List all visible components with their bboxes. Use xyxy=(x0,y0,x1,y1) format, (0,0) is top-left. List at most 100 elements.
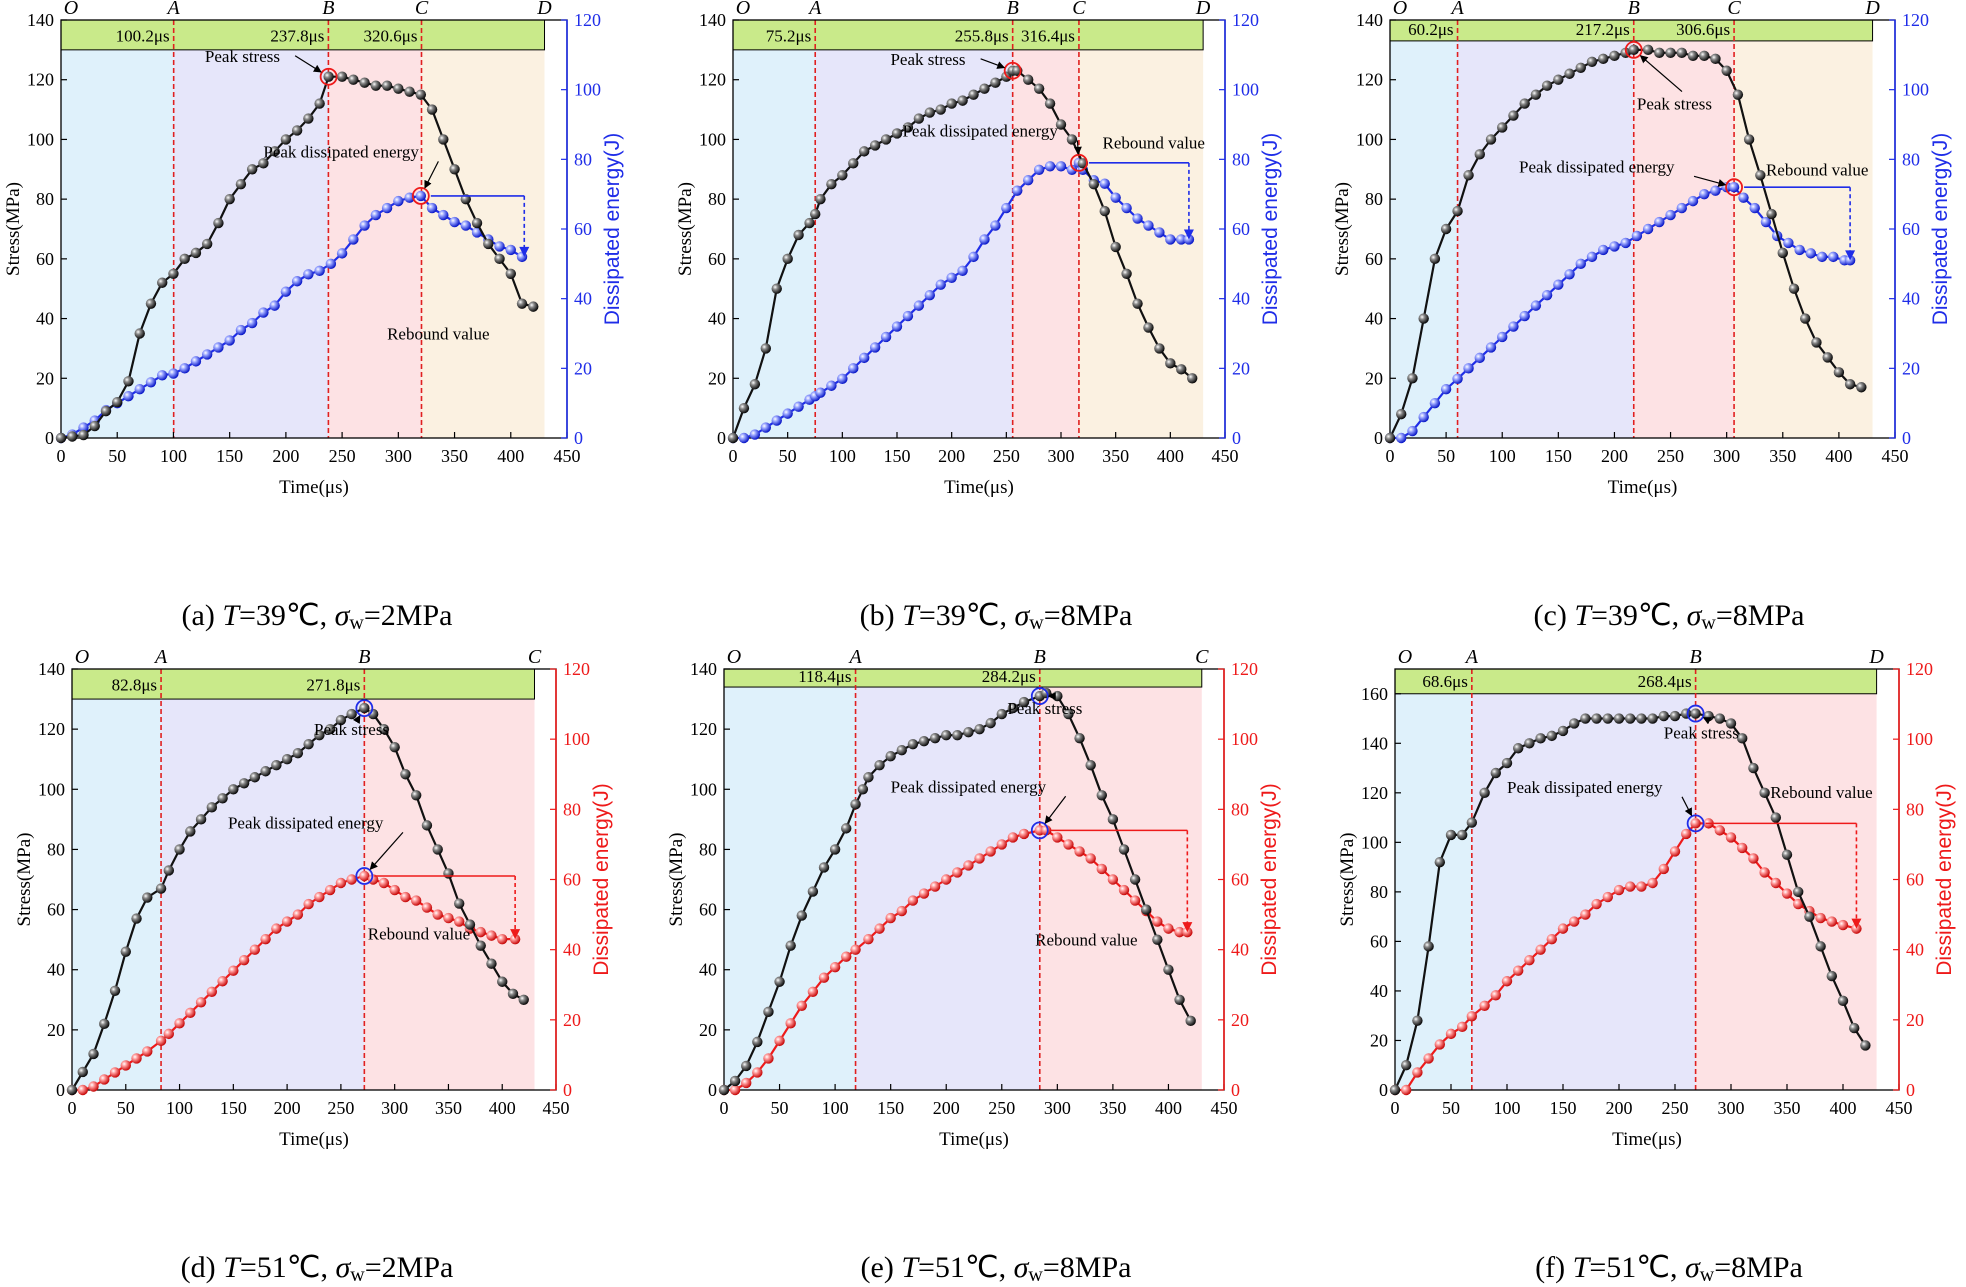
stress-series-point xyxy=(892,128,902,138)
stress-series-point xyxy=(337,72,347,82)
chart-caption: (d) T=51℃, σw=2MPa xyxy=(181,1250,454,1287)
x-axis-label: Time(μs) xyxy=(279,477,349,498)
dissipated-energy-series-point xyxy=(1063,839,1073,849)
y2-tick-label: 80 xyxy=(1232,149,1250,169)
phase-letter-B: B xyxy=(358,646,370,668)
stress-series-point xyxy=(1446,830,1456,840)
stress-series-point xyxy=(78,430,88,440)
stress-series-point xyxy=(1580,713,1590,723)
y2-tick-label: 40 xyxy=(1906,940,1924,960)
y-tick-label: 20 xyxy=(708,368,726,388)
stress-series-point xyxy=(874,760,884,770)
dissipated-energy-series-point xyxy=(952,867,962,877)
phase-time-label: 306.6μs xyxy=(1676,20,1730,39)
caption-stress-value: =2MPa xyxy=(364,599,453,632)
caption-t-symbol: T xyxy=(222,599,239,632)
phase-letter-A: A xyxy=(807,0,822,19)
stress-series-point xyxy=(110,986,120,996)
dissipated-energy-series-point xyxy=(957,266,967,276)
y2-tick-label: 40 xyxy=(574,289,592,309)
dissipated-energy-series-point xyxy=(400,892,410,902)
dissipated-energy-series-point xyxy=(997,839,1007,849)
dissipated-energy-series-point xyxy=(99,1074,109,1084)
stress-series-point xyxy=(432,844,442,854)
stress-series-point xyxy=(359,703,369,713)
dissipated-energy-series-point xyxy=(506,245,516,255)
dissipated-energy-series-point xyxy=(741,1078,751,1088)
stress-series-point xyxy=(483,239,493,249)
phase-time-label: 100.2μs xyxy=(116,26,170,45)
dissipated-energy-series-point xyxy=(1794,245,1804,255)
dissipated-energy-series-point xyxy=(1750,203,1760,213)
dissipated-energy-series-point xyxy=(461,220,471,230)
dissipated-energy-series-point xyxy=(863,934,873,944)
dissipated-energy-series-point xyxy=(752,1067,762,1077)
y-axis-label: Stress(MPa) xyxy=(3,182,24,276)
stress-series-point xyxy=(863,772,873,782)
dissipated-energy-series-point xyxy=(1052,832,1062,842)
stress-series-point xyxy=(1547,731,1557,741)
dissipated-energy-series-point xyxy=(1023,175,1033,185)
dissipated-energy-series-point xyxy=(88,1081,98,1091)
stress-series-point xyxy=(1074,733,1084,743)
caption-sigma-sub: w xyxy=(1700,1264,1714,1286)
stress-series-point xyxy=(1856,382,1866,392)
dissipated-energy-series-point xyxy=(1587,252,1597,262)
dissipated-energy-series-point xyxy=(1452,374,1462,384)
dissipated-energy-series-point xyxy=(1603,892,1613,902)
stress-series-point xyxy=(1800,313,1810,323)
y2-tick-label: 40 xyxy=(1231,940,1249,960)
phase-region xyxy=(1390,41,1458,438)
stress-series-point xyxy=(371,80,381,90)
peak-stress-annotation: Peak stress xyxy=(1007,699,1082,718)
x-tick-label: 400 xyxy=(1155,1098,1182,1118)
dissipated-energy-series-point xyxy=(1690,818,1700,828)
phase-letter-A: A xyxy=(153,646,168,668)
dissipated-energy-series-point xyxy=(739,433,749,443)
dissipated-energy-series-point xyxy=(78,1085,88,1095)
stress-series-point xyxy=(990,78,1000,88)
y-tick-label: 140 xyxy=(1356,10,1383,30)
dissipated-energy-series-point xyxy=(282,916,292,926)
dissipated-energy-series-point xyxy=(1817,252,1827,262)
stress-series-point xyxy=(1185,1016,1195,1026)
stress-series-point xyxy=(517,298,527,308)
x-tick-label: 450 xyxy=(1882,446,1909,466)
x-tick-label: 400 xyxy=(497,446,524,466)
dissipated-energy-series-point xyxy=(196,997,206,1007)
caption-sigma-sub: w xyxy=(349,612,363,634)
dissipated-energy-series-point xyxy=(1806,248,1816,258)
peak-stress-annotation: Peak stress xyxy=(1664,723,1739,742)
y2-tick-label: 0 xyxy=(574,428,583,448)
stress-series-point xyxy=(179,254,189,264)
phase-time-label: 237.8μs xyxy=(270,26,324,45)
stress-series-point xyxy=(1744,134,1754,144)
y-tick-label: 100 xyxy=(38,779,65,799)
y2-tick-label: 20 xyxy=(1902,358,1920,378)
phase-time-label: 118.4μs xyxy=(798,667,851,686)
phase-letter-A: A xyxy=(166,0,181,19)
stress-series-point xyxy=(1576,63,1586,73)
stress-series-point xyxy=(1654,48,1664,58)
y2-tick-label: 0 xyxy=(563,1080,572,1100)
stress-series-point xyxy=(494,254,504,264)
dissipated-energy-series-point xyxy=(1681,829,1691,839)
dissipated-energy-series-point xyxy=(1519,311,1529,321)
dissipated-energy-series-point xyxy=(782,408,792,418)
y-tick-label: 60 xyxy=(699,900,717,920)
y2-tick-label: 0 xyxy=(1231,1080,1240,1100)
y-tick-label: 40 xyxy=(708,309,726,329)
y-tick-label: 140 xyxy=(699,10,726,30)
stress-series-point xyxy=(1067,134,1077,144)
dissipated-energy-series-point xyxy=(168,368,178,378)
stress-series-point xyxy=(1174,995,1184,1005)
x-tick-label: 150 xyxy=(884,446,911,466)
x-tick-label: 100 xyxy=(160,446,187,466)
y-tick-label: 80 xyxy=(47,839,65,859)
stress-series-point xyxy=(1479,788,1489,798)
stress-series-point xyxy=(1564,69,1574,79)
stress-series-point xyxy=(1486,134,1496,144)
y2-tick-label: 40 xyxy=(1902,289,1920,309)
